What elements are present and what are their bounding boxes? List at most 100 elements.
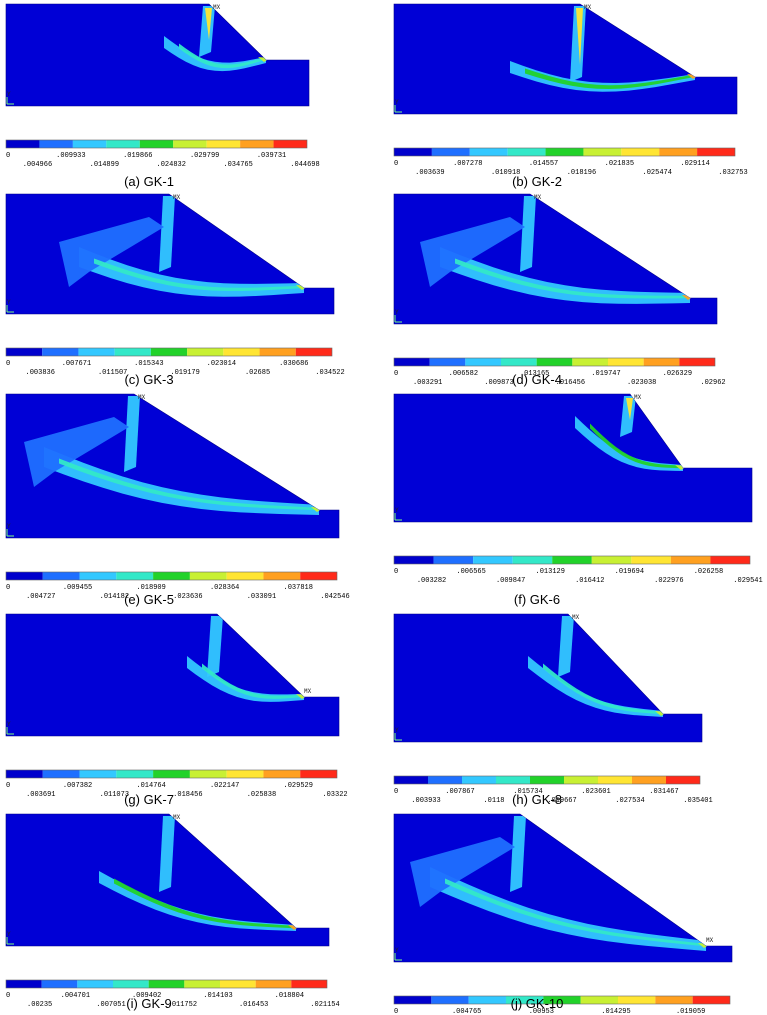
axis-triad-icon	[394, 953, 402, 961]
legend-tick-label: .02962	[700, 379, 725, 387]
panel-caption: (d) GK-4	[512, 372, 562, 387]
legend-tick-label: .033091	[247, 593, 276, 601]
axis-triad-icon	[6, 305, 14, 313]
legend-tick-label: .031467	[649, 788, 678, 796]
contour-plot: MX Y 0 .003691 .007382 .011073 .014764 .018456.…	[5, 613, 348, 807]
legend-swatch	[543, 996, 581, 1004]
legend-tick-label: .003639	[415, 169, 444, 177]
legend-swatch	[42, 770, 80, 778]
legend-tick-label: .007867	[445, 788, 474, 796]
legend-tick-label: .024832	[157, 161, 186, 169]
legend-tick-label: .028364	[210, 584, 239, 592]
legend-tick-label: .027534	[615, 797, 644, 805]
legend-swatch	[263, 572, 301, 580]
legend-swatch	[394, 358, 430, 366]
legend-tick-label: .003691	[26, 791, 55, 799]
legend-tick-label: .014764	[136, 782, 165, 790]
legend-swatch	[41, 980, 78, 988]
panel-gk-1: MX Y 0 .004966 .009933 .014899 .019866 .024832.…	[4, 2, 374, 190]
legend-tick-label: .018456	[173, 791, 202, 799]
mx-marker: MX	[304, 688, 312, 695]
legend-swatch	[240, 140, 274, 148]
axis-triad-label: Y	[7, 523, 11, 530]
legend-swatch	[506, 996, 544, 1004]
legend-swatch	[42, 348, 79, 356]
legend-tick-label: .039731	[257, 152, 286, 160]
legend-swatch	[692, 996, 730, 1004]
color-legend: 0 .003639 .007278 .010918 .014557 .018196 .021…	[393, 147, 748, 177]
mx-marker: MX	[634, 394, 642, 401]
legend-swatch	[643, 358, 680, 366]
legend-tick-label: .009933	[56, 152, 85, 160]
legend-swatch	[431, 148, 470, 156]
legend-tick-label: .009455	[63, 584, 92, 592]
mx-marker: MX	[138, 394, 146, 401]
legend-swatch	[583, 148, 622, 156]
legend-swatch	[621, 148, 660, 156]
legend-swatch	[473, 556, 513, 564]
mx-marker: MX	[173, 814, 181, 821]
slope-body	[393, 193, 718, 325]
legend-tick-label: .004765	[452, 1008, 481, 1015]
legend-tick-label: 0	[394, 370, 398, 378]
panel-caption: (b) GK-2	[512, 174, 562, 189]
legend-tick-label: .037818	[284, 584, 313, 592]
legend-tick-label: .022976	[654, 577, 683, 585]
panel-caption: (g) GK-7	[124, 792, 174, 807]
panel-gk-3: MX Y 0 .003836 .007671 .011507 .015343 .019179.…	[4, 192, 374, 388]
legend-swatch	[173, 140, 207, 148]
legend-swatch	[153, 572, 190, 580]
legend-swatch	[580, 996, 618, 1004]
axis-triad-icon	[394, 513, 402, 521]
strain-band	[420, 217, 525, 287]
color-legend: 0.002382.004765.007147.00953.011912.0142…	[393, 995, 731, 1015]
slope-body	[393, 3, 738, 115]
legend-swatch	[429, 358, 466, 366]
contour-plot: MX Y 0 .00235 .004701 .007051 .009402 .011752 .0…	[5, 813, 340, 1011]
legend-swatch	[255, 980, 292, 988]
legend-tick-label: .015734	[513, 788, 542, 796]
strain-band	[199, 6, 215, 57]
color-legend: 0 .003933 .007867 .0118 .015734 .019667 .02360…	[393, 775, 713, 805]
legend-tick-label: .032753	[718, 169, 747, 177]
slope-body	[5, 3, 310, 107]
legend-swatch	[184, 980, 220, 988]
legend-tick-label: .003933	[411, 797, 440, 805]
legend-tick-label: .026258	[694, 568, 723, 576]
legend-swatch	[300, 770, 337, 778]
legend-tick-label: 0	[394, 568, 398, 576]
legend-swatch	[39, 140, 73, 148]
legend-swatch	[72, 140, 107, 148]
legend-swatch	[618, 996, 656, 1004]
legend-swatch	[273, 140, 307, 148]
color-legend: 0 .003836 .007671 .011507 .015343 .019179 .023…	[5, 347, 345, 377]
strain-band	[24, 417, 129, 487]
legend-swatch	[552, 556, 592, 564]
panel-caption: (h) GK-8	[512, 792, 562, 807]
slope-body	[5, 613, 340, 737]
axis-triad-label: Y	[7, 299, 11, 306]
contour-plot: MX Y 0 .003291 .006582 .009873 .013165 .016456.…	[393, 193, 726, 387]
legend-tick-label: .029529	[284, 782, 313, 790]
legend-swatch	[300, 572, 337, 580]
panel-caption: (c) GK-3	[124, 372, 173, 387]
legend-tick-label: 0	[6, 152, 10, 160]
legend-tick-label: .006565	[456, 568, 485, 576]
panel-gk-4: MX Y 0 .003291 .006582 .009873 .013165 .016456.…	[392, 192, 762, 388]
legend-tick-label: .019179	[170, 369, 199, 377]
legend-tick-label: .018909	[136, 584, 165, 592]
legend-tick-label: .030686	[279, 360, 308, 368]
strain-band	[207, 616, 223, 677]
legend-tick-label: .021835	[605, 160, 634, 168]
legend-tick-label: .0118	[483, 797, 504, 805]
panel-caption: (f) GK-6	[514, 592, 560, 607]
panel-gk-2: MX Y 0 .003639 .007278 .010918 .014557 .018196.…	[392, 2, 762, 190]
legend-swatch	[187, 348, 224, 356]
legend-tick-label: 0	[394, 160, 398, 168]
legend-swatch	[6, 140, 40, 148]
legend-tick-label: .003291	[413, 379, 442, 387]
panel-gk-10: MX Y 0.002382.004765.007147.00953.011912.0…	[392, 812, 762, 1015]
contour-plot: MX Y 0 .003282 .006565 .009847 .013129 .016412.…	[393, 393, 763, 607]
strain-band	[159, 196, 175, 272]
legend-swatch	[220, 980, 256, 988]
